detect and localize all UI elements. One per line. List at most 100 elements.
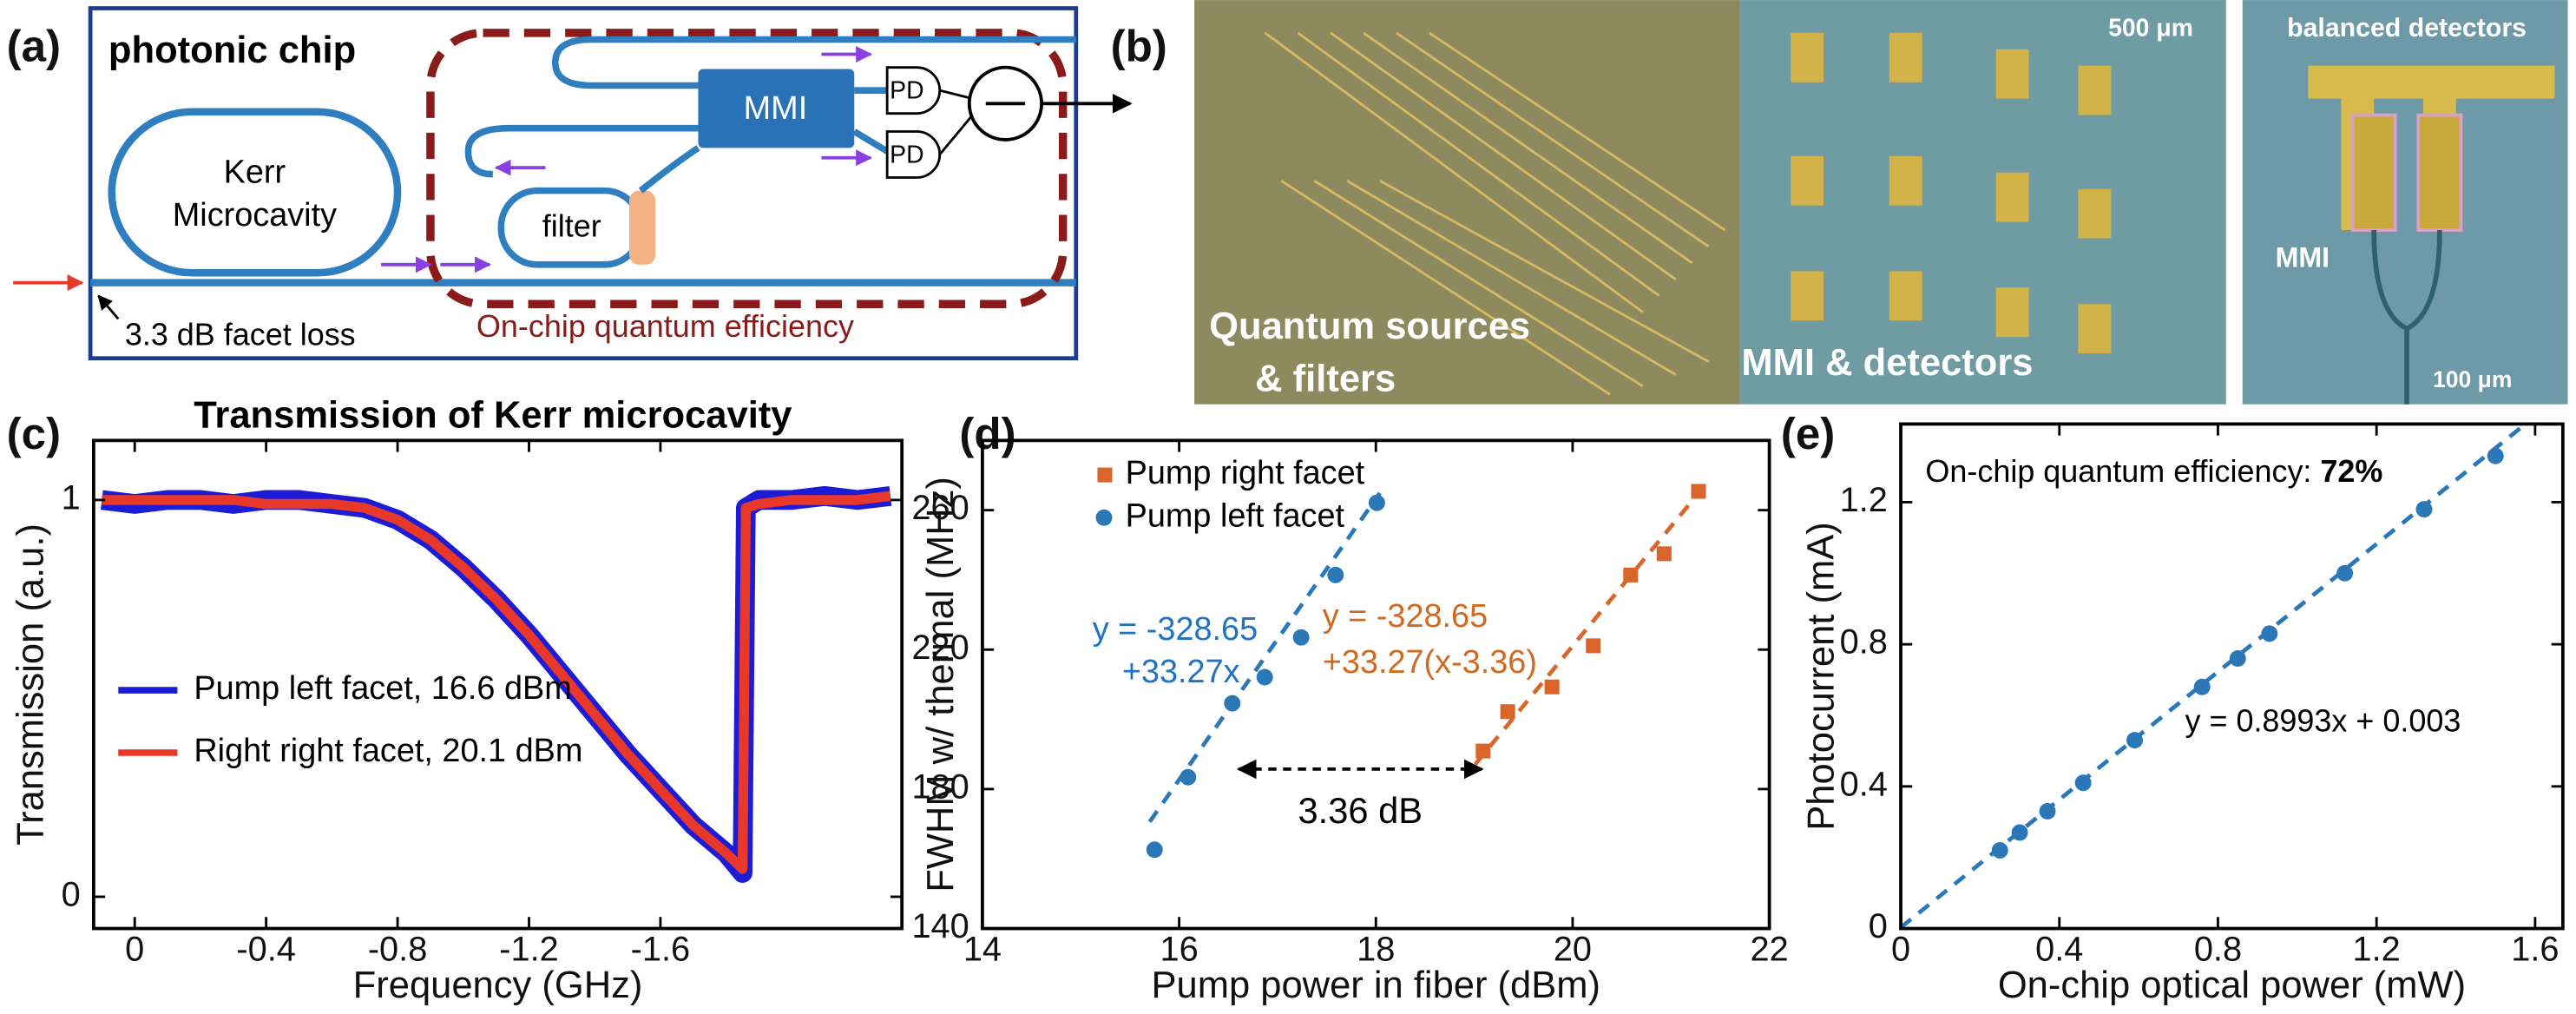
point: [1256, 668, 1273, 686]
point: [1475, 743, 1491, 759]
point: [1292, 629, 1310, 646]
x-tick-label: -0.4: [236, 931, 296, 969]
sources-label: Quantum sources: [1209, 306, 1530, 347]
point: [2336, 564, 2354, 582]
point: [2193, 678, 2211, 695]
axes-frame: [981, 438, 1771, 931]
x-tick-label: 0: [125, 931, 144, 969]
point: [2039, 803, 2056, 820]
micrograph: 500 μm Quantum sources & filters MMI & d…: [1194, 0, 2568, 405]
region-label: On-chip quantum efficiency: [476, 308, 854, 344]
waveguide: [852, 128, 890, 155]
x-tick-label: 0: [1891, 931, 1910, 969]
panel-label: (b): [1111, 21, 1167, 70]
x-tick-label: 20: [1554, 931, 1592, 969]
point: [1224, 695, 1241, 712]
detector: [2350, 113, 2397, 232]
filter-patch: [628, 190, 656, 265]
point: [1991, 842, 2008, 859]
x-tick-label: -1.2: [499, 931, 559, 969]
waveguide: [464, 124, 699, 178]
point: [2415, 501, 2433, 518]
y-tick-label: 220: [911, 629, 969, 667]
legend-label: Pump left facet: [1126, 497, 1345, 534]
cavity-label: Kerr: [224, 155, 286, 191]
panel-label: (d): [959, 409, 1015, 458]
point: [2229, 650, 2246, 667]
fit-equation: y = 0.8993x + 0.003: [2185, 702, 2461, 738]
chip-diagram: photonic chip Kerr Microcavity filter MM…: [13, 6, 1133, 361]
chart-title: Transmission of Kerr microcavity: [194, 394, 792, 436]
x-tick-label: 0.8: [2194, 931, 2242, 969]
point: [1623, 567, 1639, 583]
fit-equation: +33.27(x-3.36): [1323, 644, 1537, 681]
x-tick-label: 16: [1160, 931, 1198, 969]
fit-equation: y = -328.65: [1093, 611, 1258, 648]
pads: [1791, 32, 2112, 354]
point: [1500, 704, 1515, 720]
chip-border: [88, 6, 1079, 361]
x-tick-label: -1.6: [631, 931, 691, 969]
point: [1586, 638, 1601, 654]
x-axis-label: On-chip optical power (mW): [1998, 965, 2466, 1006]
efficiency-region: [426, 29, 1068, 308]
legend-label: Right right facet, 20.1 dBm: [194, 733, 582, 769]
efficiency-label: On-chip quantum efficiency: 72%: [1925, 453, 2382, 489]
point: [1544, 679, 1560, 695]
chip-title: photonic chip: [108, 30, 356, 71]
x-tick-label: 22: [1750, 931, 1788, 969]
legend-label: Pump right facet: [1126, 455, 1365, 491]
panel-label: (a): [7, 21, 61, 70]
mmi: [698, 69, 855, 148]
chart: Transmission of Kerr microcavity Frequenc…: [10, 394, 904, 1006]
point: [1368, 494, 1385, 511]
x-tick-label: 18: [1357, 931, 1395, 969]
y-tick-label: 1.2: [1840, 481, 1888, 519]
y-tick-label: 260: [911, 489, 969, 527]
x-tick-label: 1.2: [2353, 931, 2401, 969]
x-tick-label: 1.6: [2511, 931, 2559, 969]
photo-left: [1194, 0, 1740, 405]
legend-swatch: [1097, 467, 1113, 483]
axes-frame: [1899, 422, 2565, 931]
legend-swatch: [1095, 509, 1113, 526]
panel-label: (e): [1781, 409, 1835, 458]
point: [1327, 566, 1344, 583]
efficiency-text: On-chip quantum efficiency:: [1925, 453, 2320, 489]
y-axis-label: Photocurrent (mA): [1801, 522, 1843, 831]
y-tick-label: 0: [62, 875, 81, 913]
y-axis-label: FWHM w/ thermal (MHz): [920, 477, 962, 892]
chart: Pump power in fiber (dBm) FWHM w/ thermal…: [911, 438, 1789, 1006]
inset-mmi: MMI: [2276, 242, 2330, 273]
detector: [2416, 113, 2463, 232]
x-axis-label: Frequency (GHz): [353, 965, 643, 1006]
scale-label: 500 μm: [2108, 15, 2193, 43]
point: [1656, 546, 1672, 562]
waveguide: [638, 145, 700, 194]
cavity: [108, 108, 402, 277]
x-tick-label: -0.8: [368, 931, 428, 969]
legend-label: Pump left facet, 16.6 dBm: [194, 670, 571, 707]
y-tick-label: 140: [911, 907, 969, 945]
loss-arrow: [97, 294, 120, 320]
fit-line: [1473, 483, 1707, 766]
point: [2126, 732, 2143, 749]
inset-waveguide: [2371, 230, 2442, 405]
efficiency-value: 72%: [2320, 453, 2382, 489]
sources-label: & filters: [1255, 359, 1396, 400]
detectors-label: MMI & detectors: [1741, 342, 2033, 384]
point: [1146, 841, 1163, 859]
point: [1691, 484, 1706, 499]
x-axis-label: Pump power in fiber (dBm): [1151, 965, 1600, 1006]
filter-label: filter: [542, 208, 601, 244]
x-tick-label: 0.4: [2035, 931, 2083, 969]
shift-label: 3.36 dB: [1298, 790, 1423, 831]
point: [2487, 447, 2504, 464]
y-tick-label: 0.8: [1840, 623, 1888, 662]
y-tick-label: 0.4: [1840, 765, 1888, 803]
y-tick-label: 0: [1869, 907, 1888, 945]
fit-equation: +33.27x: [1122, 654, 1240, 690]
fit-equation: y = -328.65: [1323, 598, 1488, 635]
